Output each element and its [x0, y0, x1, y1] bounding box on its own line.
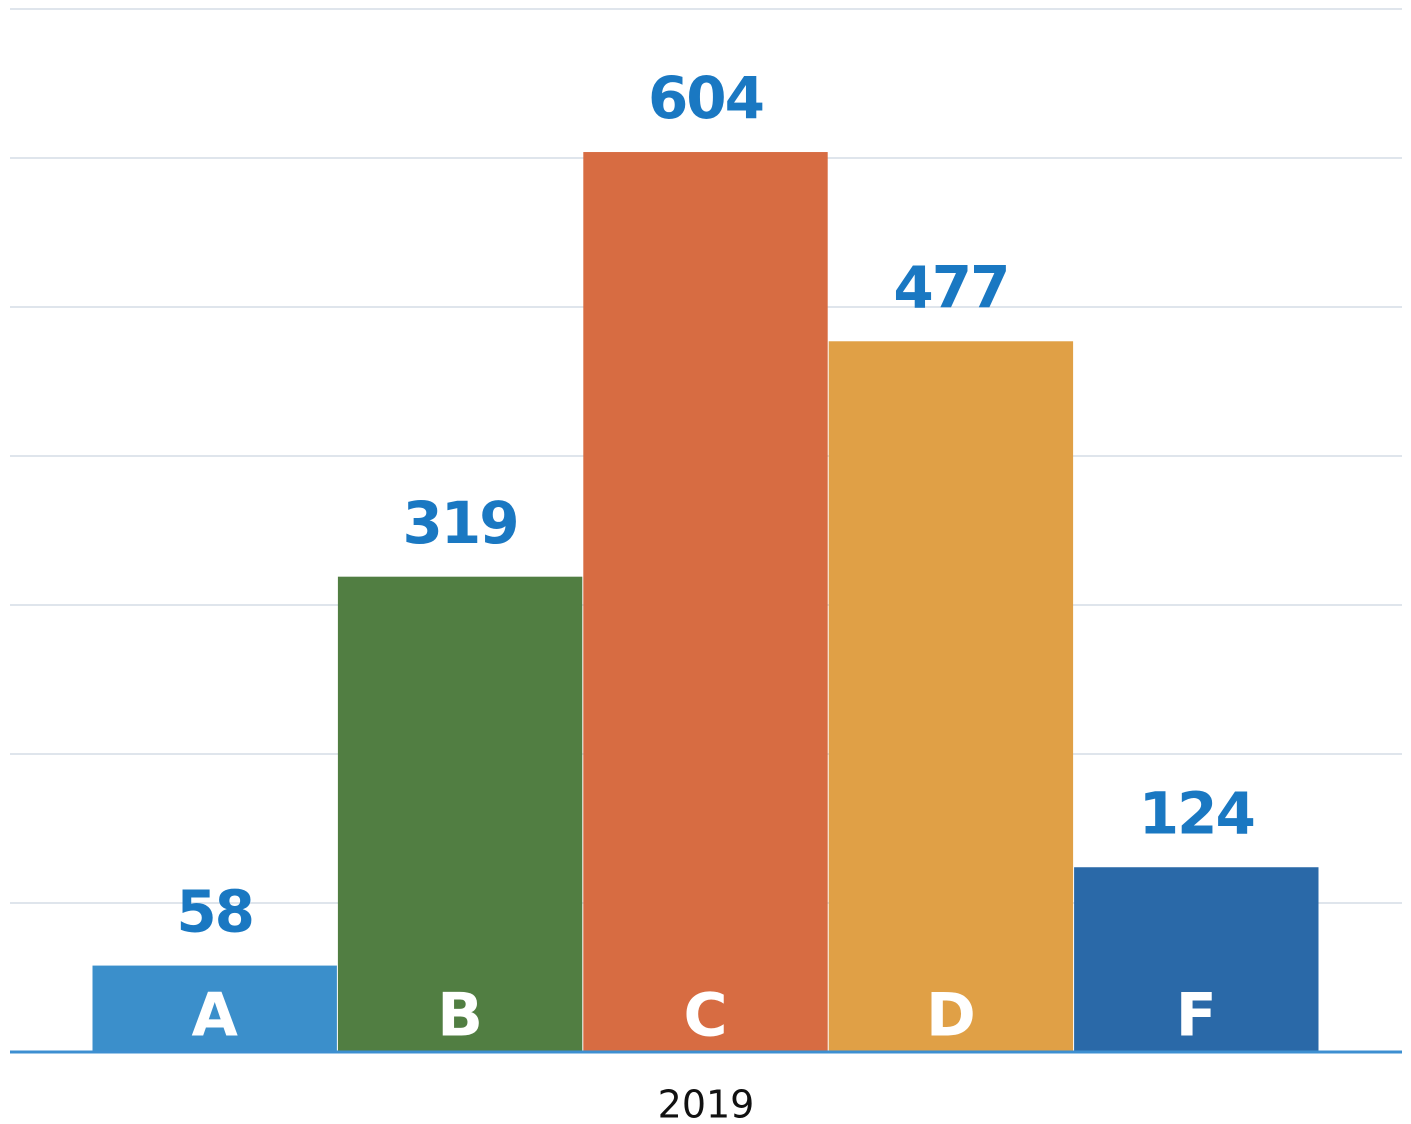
- data-label: 477: [893, 253, 1008, 321]
- category-label: C: [683, 981, 727, 1051]
- category-label: B: [437, 981, 483, 1051]
- bar: [1074, 867, 1319, 1052]
- bar: [337, 576, 583, 1052]
- bar: [828, 341, 1074, 1052]
- category-label: F: [1176, 981, 1217, 1051]
- data-label: 319: [403, 489, 518, 557]
- data-label: 124: [1139, 779, 1254, 847]
- data-label: 58: [176, 878, 253, 946]
- category-label: A: [191, 981, 238, 1051]
- data-label: 604: [648, 64, 763, 132]
- x-axis-label: 2019: [658, 1083, 755, 1124]
- category-label: D: [926, 981, 976, 1051]
- bar: [583, 152, 828, 1053]
- bar: [92, 965, 337, 1052]
